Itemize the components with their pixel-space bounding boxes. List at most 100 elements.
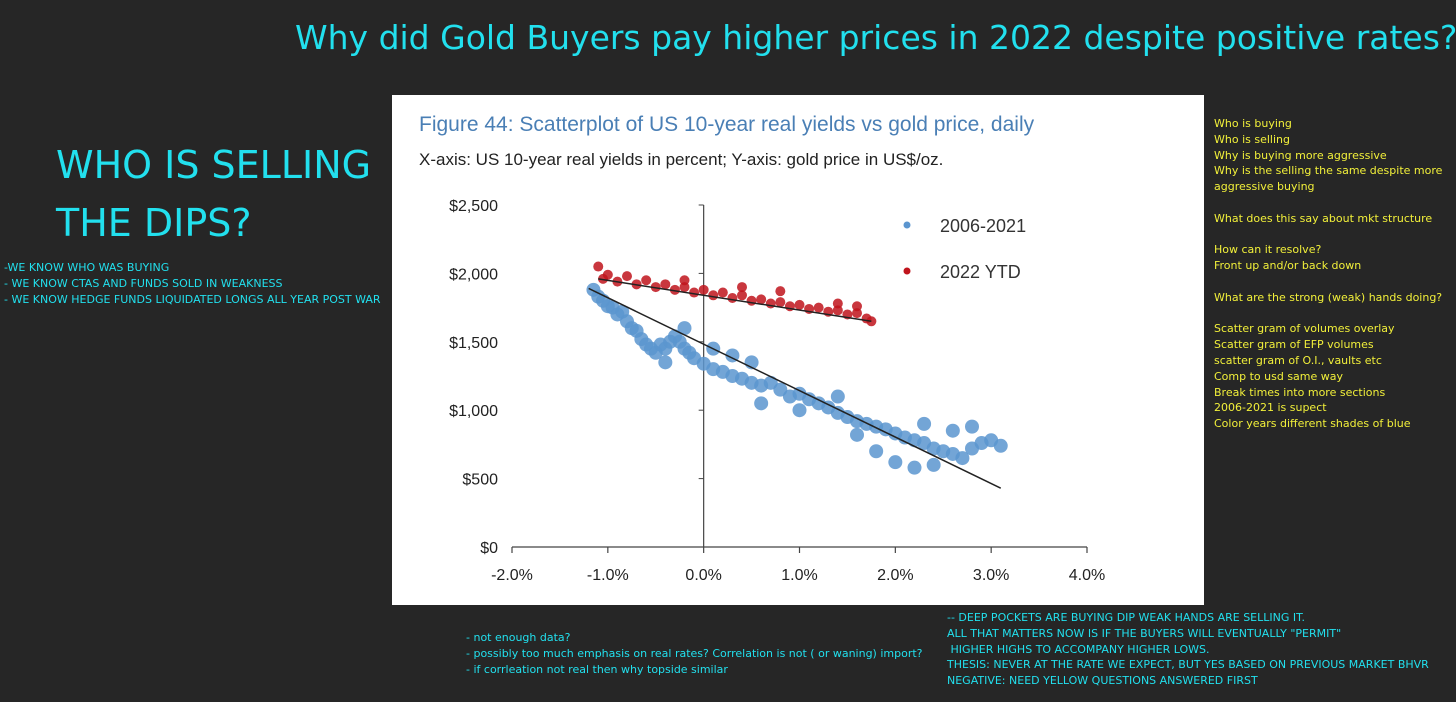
data-point-2006-2021 — [888, 455, 903, 470]
yellow-note: What does this say about mkt structure — [1214, 211, 1433, 225]
data-point-2022-ytd — [689, 287, 700, 298]
yellow-note — [1214, 195, 1454, 211]
data-point-2022-ytd — [852, 301, 862, 312]
yellow-note: Front up and/or back down — [1214, 259, 1362, 273]
legend-marker — [903, 221, 911, 229]
data-point-2022-ytd — [602, 269, 613, 280]
data-point-2022-ytd — [622, 271, 632, 282]
data-point-2006-2021 — [830, 389, 845, 404]
yellow-note: Who is buying — [1214, 117, 1292, 130]
data-point-2006-2021 — [993, 438, 1008, 453]
yellow-note: Scatter gram of EFP volumes — [1214, 338, 1374, 352]
data-point-2022-ytd — [737, 282, 747, 293]
data-point-2022-ytd — [593, 261, 604, 272]
data-point-2006-2021 — [907, 460, 922, 475]
thesis-note: NEGATIVE: NEED YELLOW QUESTIONS ANSWERED… — [947, 674, 1258, 688]
x-tick-label: -1.0% — [587, 567, 629, 584]
yellow-note — [1214, 227, 1454, 243]
heading-line-2: THE DIPS? — [56, 201, 252, 245]
yellow-note: Break times into more sections — [1214, 385, 1386, 399]
yellow-note: 2006-2021 is supect — [1214, 401, 1327, 415]
data-point-2006-2021 — [754, 396, 769, 411]
legend-label: 2022 YTD — [940, 262, 1021, 282]
thesis-note: HIGHER HIGHS TO ACCOMPANY HIGHER LOWS. — [947, 642, 1210, 656]
left-note: - WE KNOW CTAS AND FUNDS SOLD IN WEAKNES… — [4, 276, 283, 290]
data-point-2022-ytd — [679, 275, 690, 286]
data-point-2022-ytd — [679, 282, 690, 293]
yellow-note: How can it resolve? — [1214, 243, 1322, 257]
who-is-selling-heading: WHO IS SELLING THE DIPS? — [56, 136, 386, 252]
data-point-2006-2021 — [926, 457, 941, 472]
y-tick-label: $1,000 — [449, 403, 498, 420]
figure-subtitle: X-axis: US 10-year real yields in percen… — [419, 150, 944, 169]
yellow-note: Color years different shades of blue — [1214, 417, 1411, 431]
trendline-2006-2021 — [588, 287, 1002, 489]
bottom-note: - if corrleation not real then why topsi… — [466, 662, 728, 676]
bottom-notes: - not enough data? - possibly too much e… — [466, 630, 923, 677]
legend-marker — [903, 267, 911, 275]
data-point-2022-ytd — [717, 287, 728, 298]
yellow-note: scatter gram of O.I., vaults etc — [1214, 353, 1382, 367]
data-point-2006-2021 — [850, 427, 864, 442]
data-point-2006-2021 — [945, 423, 960, 438]
data-point-2006-2021 — [955, 451, 970, 466]
data-point-2022-ytd — [708, 290, 719, 301]
left-note: - WE KNOW HEDGE FUNDS LIQUIDATED LONGS A… — [4, 292, 381, 306]
x-tick-label: 2.0% — [877, 567, 913, 584]
data-point-2022-ytd — [746, 295, 757, 306]
yellow-note: Who is selling — [1214, 132, 1290, 146]
scatterplot-chart: -2.0% -1.0% 0.0% 1.0% 2.0% 3.0% 4.0% $0 $500 $1,0… — [449, 198, 1105, 584]
yellow-note: Why is buying more aggressive — [1214, 148, 1387, 162]
data-point-2022-ytd — [756, 294, 767, 305]
bottom-note: - not enough data? — [466, 631, 571, 644]
data-point-2022-ytd — [765, 298, 776, 309]
data-point-2022-ytd — [698, 284, 709, 295]
bottom-note: - possibly too much emphasis on real rat… — [466, 646, 923, 660]
data-point-2006-2021 — [725, 348, 740, 363]
data-point-2022-ytd — [832, 298, 843, 309]
data-point-2022-ytd — [794, 299, 805, 310]
thesis-note: THESIS: NEVER AT THE RATE WE EXPECT, BUT… — [947, 658, 1429, 672]
scatterplot-figure: -2.0% -1.0% 0.0% 1.0% 2.0% 3.0% 4.0% $0 $500 $1,0… — [392, 95, 1204, 605]
y-tick-label: $0 — [480, 540, 498, 557]
legend-label: 2006-2021 — [940, 216, 1026, 236]
data-point-2006-2021 — [869, 444, 884, 459]
data-point-2022-ytd — [641, 275, 652, 286]
data-point-2022-ytd — [813, 302, 824, 313]
x-tick-label: 4.0% — [1069, 567, 1105, 584]
yellow-note — [1214, 274, 1454, 290]
data-point-2006-2021 — [965, 419, 979, 434]
y-tick-label: $2,500 — [449, 198, 498, 215]
data-point-2006-2021 — [658, 355, 673, 370]
y-tick-label: $1,500 — [449, 335, 498, 352]
thesis-note: -- DEEP POCKETS ARE BUYING DIP WEAK HAND… — [947, 611, 1306, 624]
left-notes: -WE KNOW WHO WAS BUYING - WE KNOW CTAS A… — [4, 260, 381, 307]
data-point-2022-ytd — [727, 293, 738, 304]
yellow-note: What are the strong (weak) hands doing? — [1214, 290, 1443, 304]
x-tick-label: 3.0% — [973, 567, 1009, 584]
data-point-2022-ytd — [775, 286, 786, 297]
data-point-2006-2021 — [917, 416, 932, 431]
data-point-2022-ytd — [832, 305, 843, 316]
figure-title: Figure 44: Scatterplot of US 10-year rea… — [419, 113, 1035, 136]
trendline-2022-ytd — [598, 278, 872, 323]
page-title: Why did Gold Buyers pay higher prices in… — [295, 18, 1456, 57]
yellow-questions: Who is buying Who is selling Why is buyi… — [1214, 116, 1454, 432]
data-point-2022-ytd — [737, 290, 747, 301]
x-tick-label: 1.0% — [781, 567, 817, 584]
data-point-2006-2021 — [677, 321, 692, 336]
data-point-2006-2021 — [792, 403, 807, 418]
yellow-note — [1214, 306, 1454, 322]
y-tick-label: $2,000 — [449, 266, 498, 283]
thesis-notes: -- DEEP POCKETS ARE BUYING DIP WEAK HAND… — [947, 610, 1429, 689]
data-point-2022-ytd — [669, 284, 680, 295]
y-tick-label: $500 — [462, 472, 498, 489]
heading-line-1: WHO IS SELLING — [56, 143, 372, 187]
data-point-2022-ytd — [660, 279, 671, 290]
left-note: -WE KNOW WHO WAS BUYING — [4, 261, 170, 274]
thesis-note: ALL THAT MATTERS NOW IS IF THE BUYERS WI… — [947, 626, 1342, 640]
x-tick-label: -2.0% — [491, 567, 533, 584]
yellow-note: Scatter gram of volumes overlay — [1214, 322, 1395, 336]
yellow-note: Why is the selling the same despite more… — [1214, 164, 1443, 194]
data-point-2022-ytd — [775, 297, 786, 308]
